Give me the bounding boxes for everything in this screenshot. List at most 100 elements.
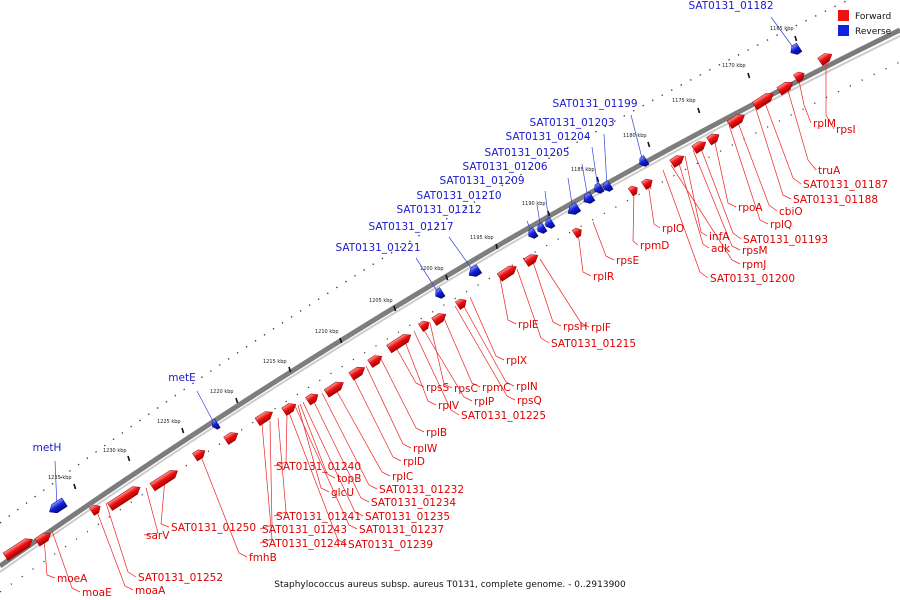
gene-label-sat0131-01244: SAT0131_01244 [262,538,347,550]
tick-label: 1205 kbp [369,298,393,304]
gene-label-sat0131-01188: SAT0131_01188 [793,194,878,206]
gene-label-sat0131-01182: SAT0131_01182 [688,0,773,12]
gene-label-sat0131-01232: SAT0131_01232 [379,484,464,496]
gene-label-rplp: rplP [474,396,494,408]
gene-label-sarv: sarV [146,530,170,542]
tick-label: 1165 kbp [770,26,794,32]
reverse-gene-arrow [435,287,446,299]
gene-label-rpmd: rpmD [640,240,669,252]
forward-leader-line [43,537,56,579]
forward-leader-line [297,404,330,493]
reverse-leader-line [591,146,599,190]
tick-mark [393,305,397,312]
tick-mark [445,274,449,281]
reverse-gene-arrow [603,180,614,192]
gene-label-adk: adk [711,243,731,255]
gene-label-rplv: rplV [438,400,460,412]
gene-labels: SAT0131_01182 SAT0131_01199 SAT0131_01203 S… [33,0,888,599]
reverse-leader-line [603,133,608,188]
tick-mark [547,210,551,217]
forward-gene-arrow [523,254,539,267]
gene-label-sat0131-01204: SAT0131_01204 [505,131,590,143]
gene-label-sat0131-01187: SAT0131_01187 [803,179,888,191]
forward-leader-line [95,508,134,591]
gene-label-rple: rplE [518,319,539,331]
forward-gene-arrow [89,504,101,516]
reverse-leader-line [770,16,796,51]
legend-reverse-swatch [838,25,849,36]
tick-mark [339,337,343,344]
forward-leader-line [825,58,835,130]
forward-gene-arrow [627,185,638,197]
forward-leader-line [763,99,802,185]
forward-gene-arrow [817,53,833,66]
forward-leader-line [321,392,378,490]
tick-mark [596,176,600,183]
forward-leader-line [632,189,639,246]
tick-label: 1235 kbp [48,475,72,481]
reverse-gene-arrow [545,217,556,229]
gene-label-rplc: rplC [392,471,413,483]
tick-mark [794,35,798,42]
forward-leader-line [311,397,370,503]
tick-mark [181,427,185,434]
forward-leader-line [670,164,741,265]
legend-reverse-label: Reverse [855,27,892,37]
reverse-leader-line [196,390,216,426]
forward-leader-line [403,338,437,406]
gene-arrows [2,42,833,561]
forward-gene-arrow [323,381,344,398]
forward-leader-line [592,221,615,261]
gene-label-rpmc: rpmC [482,382,511,394]
forward-leader-line [429,322,453,389]
tick-label: 1225 kbp [157,419,181,425]
reverse-leader-line [448,236,475,273]
forward-gene-arrow [669,155,685,168]
forward-gene-arrow [431,313,447,326]
tick-mark [288,366,292,373]
forward-leader-line [692,149,741,251]
forward-leader-line [334,387,391,477]
forward-leader-line [273,417,287,517]
forward-gene-arrow [706,133,720,146]
forward-leader-line [259,420,273,530]
tick-label: 1230 kbp [103,448,127,454]
tick-mark [647,141,651,148]
forward-leader-line [273,413,288,467]
gene-label-rpsi: rpsI [836,124,856,136]
forward-leader-line [469,296,505,361]
genome-caption: Staphylococcus aureus subsp. aureus T013… [274,580,626,590]
gene-label-rpsc: rpsC [454,383,478,395]
forward-leader-line [51,530,81,593]
gene-label-moaa: moaA [135,585,166,597]
tick-mark [747,72,751,79]
gene-label-sat0131-01205: SAT0131_01205 [484,147,569,159]
gene-label-sat0131-01252: SAT0131_01252 [138,572,223,584]
reverse-leader-line [54,460,58,508]
forward-leader-line [199,453,248,558]
reverse-leader-line [415,257,440,295]
forward-leader-line [677,159,710,249]
gene-label-sat0131-01221: SAT0131_01221 [335,242,420,254]
forward-leader-line [160,478,170,528]
reverse-gene-arrow [790,42,803,55]
forward-leader-line [143,487,159,536]
gene-label-cbio: cbiO [779,206,803,218]
gene-label-sat0131-01234: SAT0131_01234 [371,497,456,509]
forward-gene-arrow [751,93,774,111]
forward-leader-line [294,405,358,530]
forward-gene-arrow [571,227,582,239]
gene-label-trua: truA [818,165,841,177]
tick-label: 1215 kbp [263,359,287,365]
forward-gene-arrow [641,178,653,190]
forward-gene-arrow [107,486,141,511]
gene-label-fmhb: fmhB [249,552,277,564]
gene-label-sat0131-01239: SAT0131_01239 [348,539,433,551]
gene-label-sat0131-01240: SAT0131_01240 [276,461,361,473]
tick-mark [127,455,131,462]
forward-leader-line [662,169,709,279]
forward-gene-arrow [367,355,383,368]
forward-leader-line [413,330,460,416]
forward-leader-line [105,502,137,578]
